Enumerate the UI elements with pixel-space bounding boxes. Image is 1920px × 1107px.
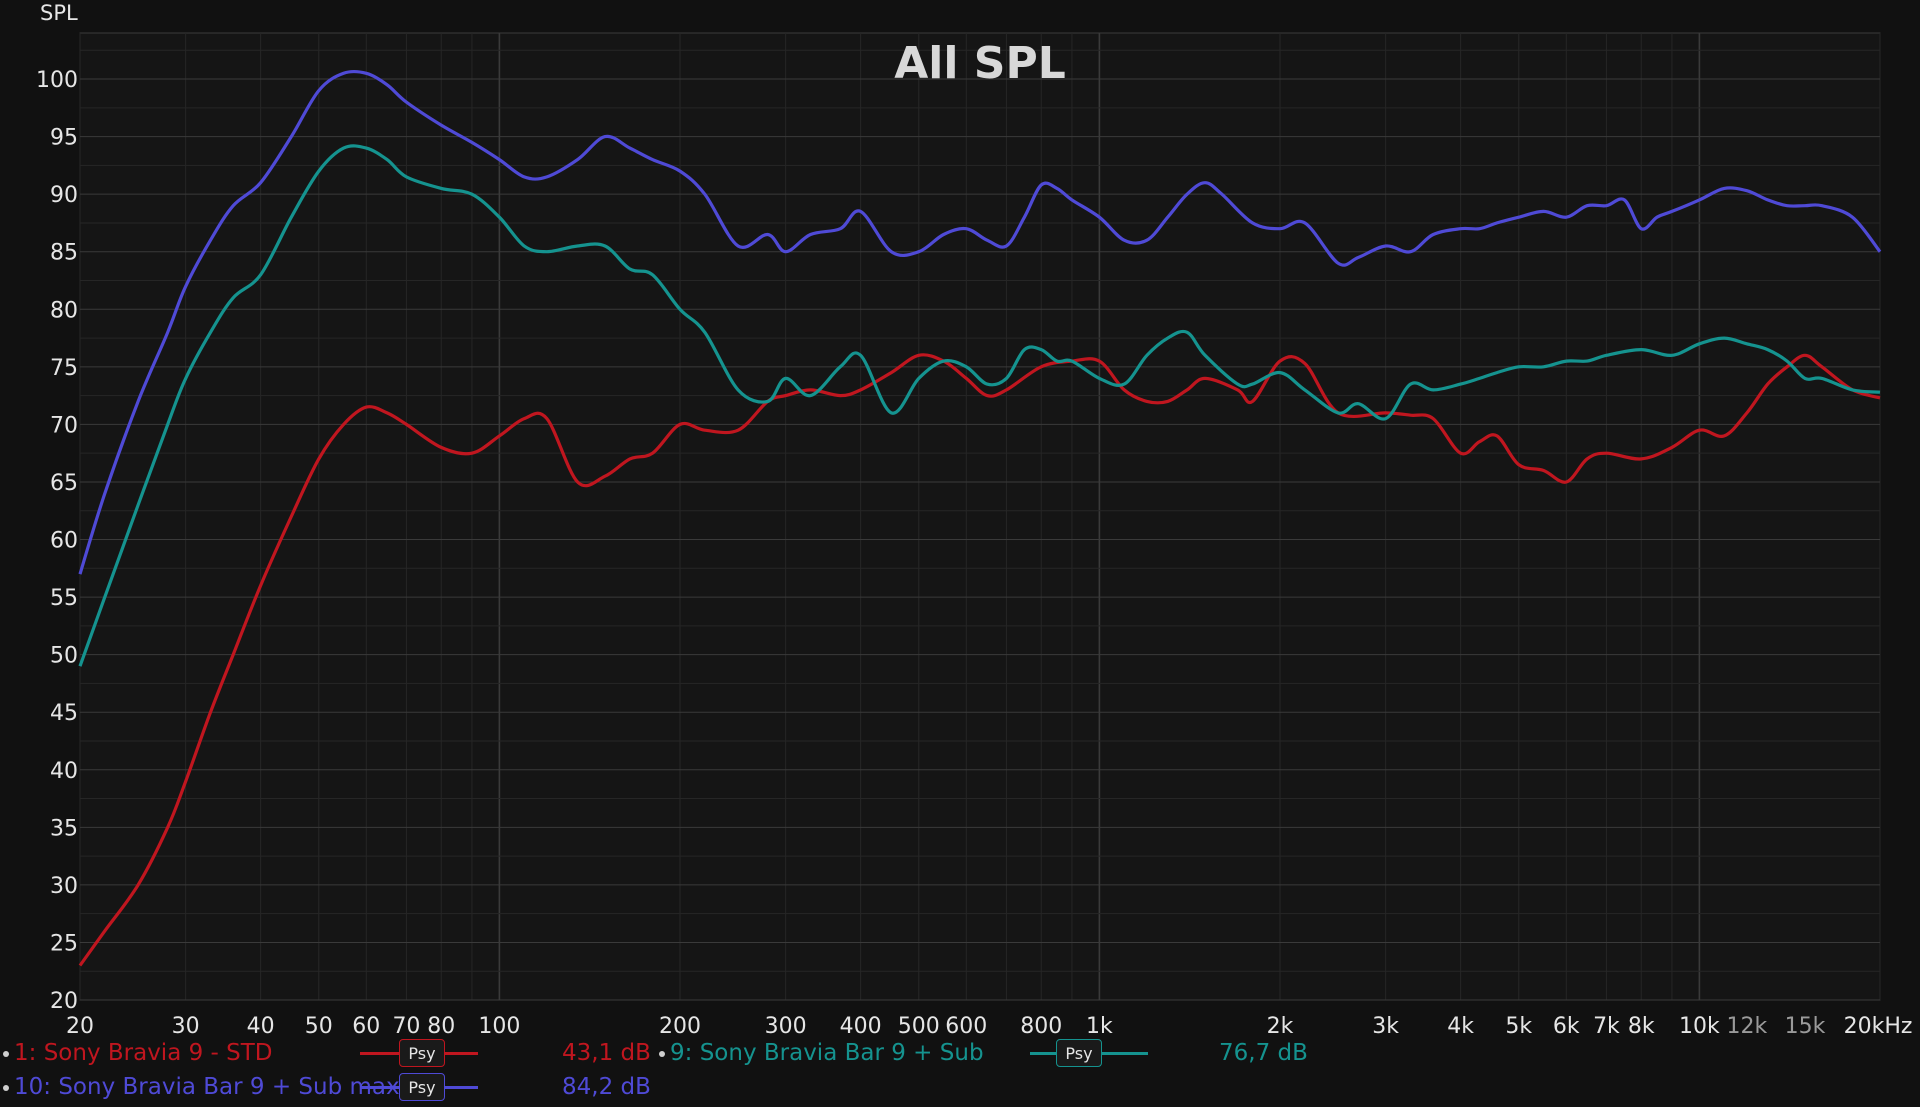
y-axis-ticks: 20 25 30 35 40 45 50 55 60 65 70 75 80 85 90 95 100: [36, 68, 78, 1014]
legend-label: 1: Sony Bravia 9 - STD: [14, 1040, 273, 1066]
legend-value: 84,2 dB: [562, 1074, 651, 1100]
legend-bullet: [3, 1085, 9, 1091]
psy-button[interactable]: Psy: [399, 1073, 445, 1101]
x-axis-ticks: 20 30 40 50 60 70 80 100 200 300 400 500 600 800 1k 2k 3…: [66, 1014, 1912, 1039]
x-tick-label: 12k: [1727, 1014, 1768, 1039]
legend-bullet: [659, 1051, 665, 1057]
series-line-1: [78, 353, 1881, 967]
x-tick-label: 3k: [1372, 1014, 1399, 1039]
x-tick-label: 1k: [1086, 1014, 1113, 1039]
x-tick-label: 15k: [1785, 1014, 1826, 1039]
legend-bullet: [3, 1051, 9, 1057]
legend-value: 43,1 dB: [562, 1040, 651, 1066]
series-line-2: [78, 144, 1881, 667]
y-tick-label: 95: [50, 126, 78, 151]
chart-title: All SPL: [894, 38, 1066, 89]
plot-area: [79, 32, 1881, 1001]
x-tick-label: 20: [66, 1014, 94, 1039]
y-tick-label: 45: [50, 701, 78, 726]
x-tick-label: 400: [840, 1014, 882, 1039]
legend-item-series-10[interactable]: 10: Sony Bravia Bar 9 + Sub max Psy 84,2…: [0, 1072, 660, 1102]
legend: 1: Sony Bravia 9 - STD Psy 43,1 dB 9: So…: [0, 1038, 1920, 1107]
x-tick-label: 30: [172, 1014, 200, 1039]
y-tick-label: 20: [50, 989, 78, 1014]
legend-value: 76,7 dB: [1219, 1040, 1308, 1066]
y-tick-label: 60: [50, 529, 78, 554]
x-tick-label: 6k: [1553, 1014, 1580, 1039]
x-tick-label: 60: [352, 1014, 380, 1039]
x-tick-label: 20kHz: [1844, 1014, 1913, 1039]
legend-label: 10: Sony Bravia Bar 9 + Sub max: [14, 1074, 400, 1100]
x-tick-label: 5k: [1505, 1014, 1532, 1039]
y-tick-label: 100: [36, 68, 78, 93]
x-tick-label: 70: [392, 1014, 420, 1039]
x-tick-label: 10k: [1679, 1014, 1720, 1039]
legend-label: 9: Sony Bravia Bar 9 + Sub: [670, 1040, 984, 1066]
x-tick-label: 600: [945, 1014, 987, 1039]
x-tick-label: 7k: [1593, 1014, 1620, 1039]
y-tick-label: 35: [50, 816, 78, 841]
x-tick-label: 50: [305, 1014, 333, 1039]
y-tick-label: 70: [50, 413, 78, 438]
x-tick-label: 200: [659, 1014, 701, 1039]
y-tick-label: 55: [50, 586, 78, 611]
x-tick-label: 40: [247, 1014, 275, 1039]
x-tick-label: 800: [1020, 1014, 1062, 1039]
y-tick-label: 65: [50, 471, 78, 496]
y-tick-label: 25: [50, 931, 78, 956]
y-tick-label: 40: [50, 759, 78, 784]
x-tick-label: 4k: [1447, 1014, 1474, 1039]
x-tick-label: 8k: [1628, 1014, 1655, 1039]
spl-chart: 20 25 30 35 40 45 50 55 60 65 70 75 80 85 90 95 100 20 30…: [36, 1, 1912, 1039]
y-tick-label: 30: [50, 874, 78, 899]
y-tick-label: 90: [50, 183, 78, 208]
y-tick-label: 75: [50, 356, 78, 381]
x-tick-label: 500: [898, 1014, 940, 1039]
series-line-3: [78, 69, 1882, 575]
x-tick-label: 100: [478, 1014, 520, 1039]
y-tick-label: 50: [50, 644, 78, 669]
x-tick-label: 2k: [1267, 1014, 1294, 1039]
psy-button[interactable]: Psy: [399, 1039, 445, 1067]
legend-item-series-1[interactable]: 1: Sony Bravia 9 - STD Psy 43,1 dB: [0, 1038, 660, 1068]
x-tick-label: 80: [427, 1014, 455, 1039]
y-tick-label: 80: [50, 298, 78, 323]
y-axis-label: SPL: [40, 1, 78, 25]
x-tick-label: 300: [765, 1014, 807, 1039]
legend-item-series-9[interactable]: 9: Sony Bravia Bar 9 + Sub Psy 76,7 dB: [656, 1038, 1316, 1068]
psy-button[interactable]: Psy: [1056, 1039, 1102, 1067]
series-lines: [78, 69, 1882, 967]
y-tick-label: 85: [50, 241, 78, 266]
